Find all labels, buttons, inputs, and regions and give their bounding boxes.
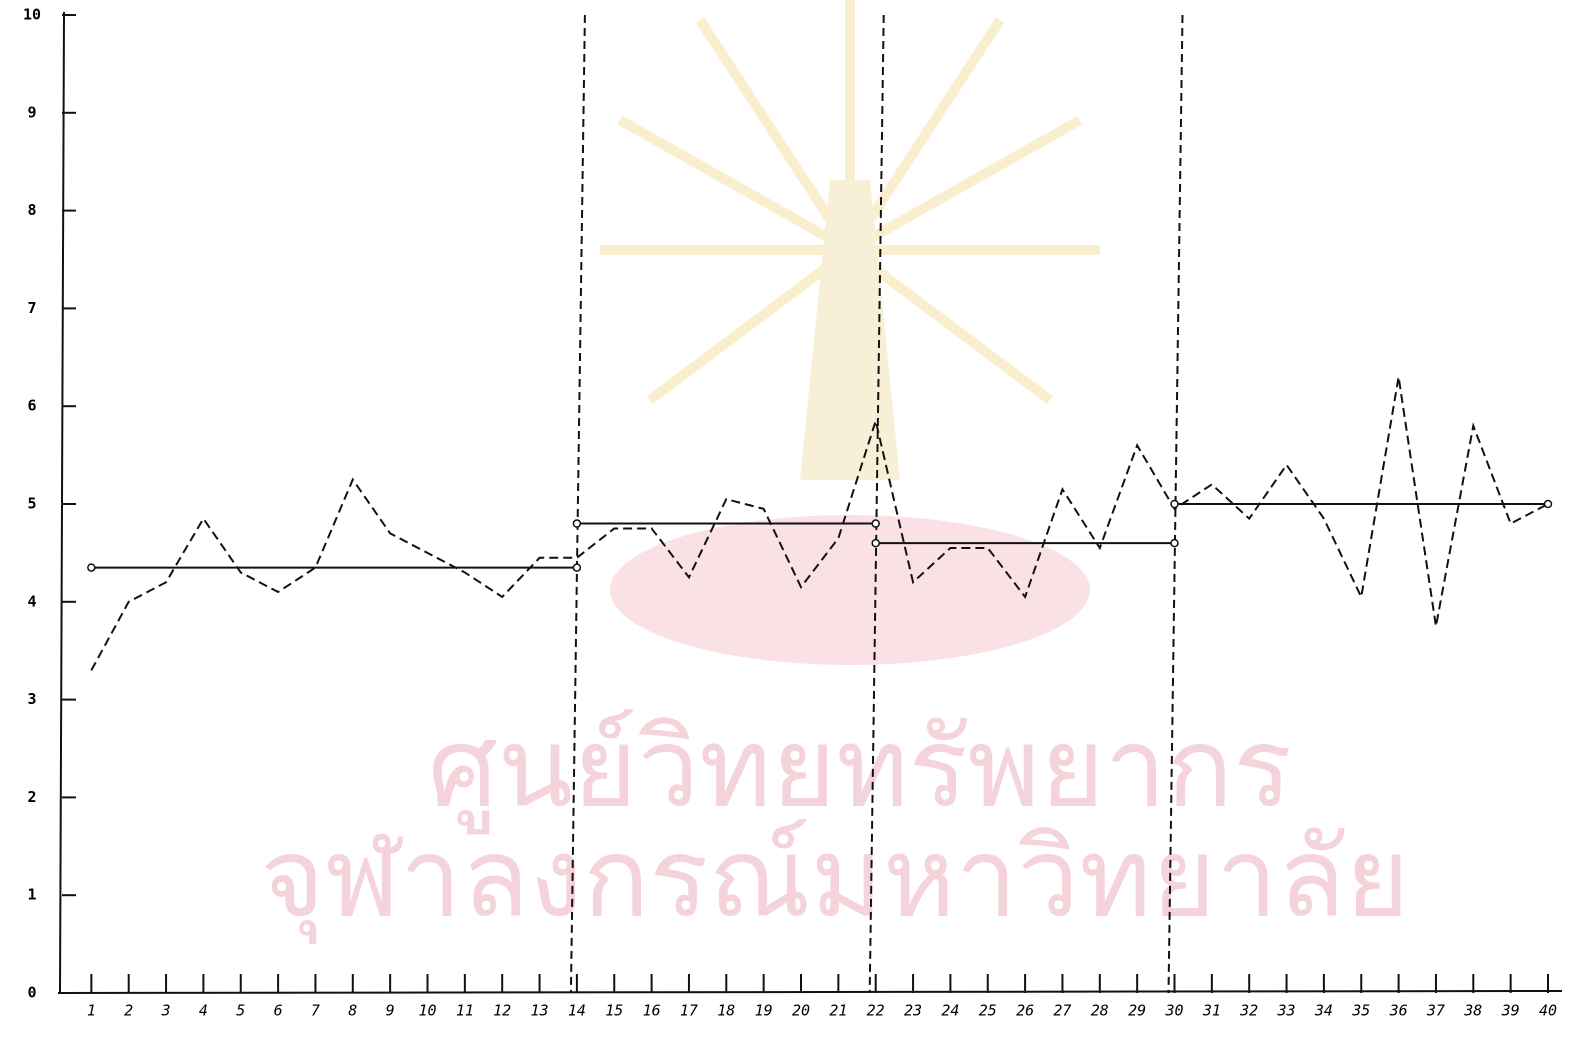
phase-mean-point [871,538,880,548]
x-tick-label: 20 [792,1002,810,1020]
x-tick-label: 38 [1463,1002,1482,1020]
y-tick-label: 3 [27,690,36,708]
y-tick-label: 9 [27,103,36,121]
y-tick-label: 6 [27,397,36,415]
x-tick-label: 30 [1164,1002,1183,1020]
x-tick-label: 18 [717,1002,735,1020]
x-tick-label: 6 [274,1002,283,1020]
x-tick-label: 19 [755,1002,773,1020]
data-line [90,376,1549,671]
x-tick-label: 7 [311,1002,320,1020]
y-axis [59,11,65,994]
watermark-text: จุฬาลงกรณ์มหาวิทยาลัย [260,813,1409,944]
phase-change-line [868,14,885,994]
phase-change-line [1167,14,1184,994]
y-tick-label: 0 [27,984,36,1002]
x-tick-label: 5 [236,1002,245,1020]
x-tick-label: 11 [456,1002,474,1020]
x-tick-label: 32 [1239,1002,1258,1020]
watermark-emblem [600,0,1100,665]
x-tick-label: 33 [1277,1002,1296,1020]
x-tick-label: 4 [199,1002,208,1020]
x-tick-label: 29 [1128,1002,1146,1020]
y-tick-label: 1 [27,886,36,904]
y-tick-label: 8 [27,201,36,219]
x-tick-label: 39 [1501,1002,1520,1020]
x-tick-label: 40 [1539,1002,1557,1020]
y-tick-label: 7 [27,299,36,317]
x-tick-label: 16 [643,1002,661,1020]
x-tick-label: 14 [568,1002,586,1020]
phase-change-line [569,14,586,994]
x-tick-label: 12 [493,1002,511,1020]
x-tick-label: 8 [348,1002,357,1020]
y-tick-label: 4 [27,592,36,610]
x-tick-label: 37 [1426,1002,1445,1020]
x-tick-label: 22 [867,1002,885,1020]
x-tick-label: 25 [979,1002,997,1020]
x-axis [57,990,1563,994]
x-tick-label: 24 [941,1002,959,1020]
x-tick-label: 28 [1091,1002,1109,1020]
watermark-text: ศูนย์วิทยทรัพยากร [428,703,1292,834]
x-tick-label: 31 [1202,1002,1221,1020]
phase-mean-point [87,563,96,572]
x-tick-label: 35 [1351,1002,1370,1020]
x-tick-label: 27 [1053,1002,1071,1020]
x-tick-label: 17 [680,1002,698,1020]
y-tick-label: 5 [27,495,36,513]
x-tick-label: 21 [829,1002,847,1020]
x-tick-label: 23 [904,1002,922,1020]
x-tick-label: 10 [418,1002,436,1020]
y-tick-label: 2 [27,788,36,806]
phase-mean-point [572,519,582,528]
x-tick-label: 1 [87,1002,96,1020]
phase-mean-point [1170,499,1179,509]
x-tick-label: 15 [605,1002,623,1020]
x-tick-label: 13 [531,1002,549,1020]
x-tick-label: 26 [1016,1002,1034,1020]
x-tick-label: 3 [161,1002,171,1020]
x-tick-label: 2 [124,1002,133,1020]
phase-mean-point [871,519,880,528]
phase-mean-point [1543,499,1553,509]
x-tick-label: 36 [1389,1002,1408,1020]
phase-mean-point [572,563,582,572]
y-tick-label: 10 [23,6,41,24]
phase-mean-point [1170,538,1179,548]
x-tick-label: 9 [386,1002,395,1020]
x-tick-label: 34 [1314,1002,1333,1020]
